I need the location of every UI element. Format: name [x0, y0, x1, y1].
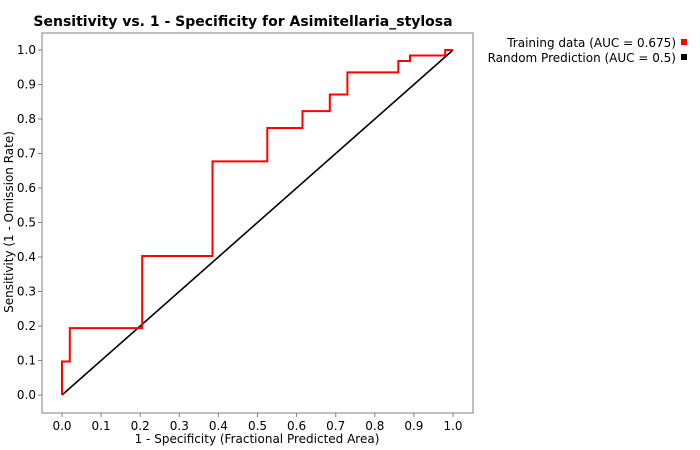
x-tick-label: 0.0: [52, 419, 71, 433]
legend-label: Training data (AUC = 0.675): [506, 36, 676, 50]
series-layer: [61, 49, 454, 396]
y-tick-label: 0.5: [17, 216, 36, 230]
x-tick-label: 0.3: [170, 419, 189, 433]
x-tick-label: 0.7: [326, 419, 345, 433]
x-axis-ticks: 0.0 0.1 0.2 0.3 0.4 0.5 0.6 0.7 0.8 0.9 1.0: [52, 413, 463, 433]
x-tick-label: 0.9: [404, 419, 423, 433]
x-tick-label: 0.4: [209, 419, 228, 433]
chart-title: Sensitivity vs. 1 - Specificity for Asim…: [33, 14, 452, 30]
y-tick-label: 0.7: [17, 147, 36, 161]
legend-label: Random Prediction (AUC = 0.5): [488, 51, 676, 65]
x-tick-label: 1.0: [443, 419, 462, 433]
y-axis-label: Sensitivity (1 - Omission Rate): [2, 131, 16, 313]
x-tick-label: 0.1: [92, 419, 111, 433]
x-axis-label: 1 - Specificity (Fractional Predicted Ar…: [135, 432, 380, 446]
legend-swatch: [681, 39, 687, 45]
y-tick-label: 0.1: [17, 354, 36, 368]
x-tick-label: 0.2: [131, 419, 150, 433]
y-tick-label: 0.9: [17, 78, 36, 92]
training-data-line: [61, 49, 453, 395]
random-prediction-line: [61, 49, 454, 396]
y-tick-label: 0.0: [17, 388, 36, 402]
y-tick-label: 0.4: [17, 250, 36, 264]
y-tick-label: 0.6: [17, 181, 36, 195]
y-tick-label: 0.2: [17, 319, 36, 333]
y-tick-label: 0.8: [17, 112, 36, 126]
x-tick-label: 0.8: [365, 419, 384, 433]
y-tick-label: 0.3: [17, 285, 36, 299]
x-tick-label: 0.6: [287, 419, 306, 433]
legend-swatch: [681, 54, 687, 60]
legend: Training data (AUC = 0.675)Random Predic…: [488, 36, 687, 65]
x-tick-label: 0.5: [248, 419, 267, 433]
y-axis-ticks: 0.0 0.1 0.2 0.3 0.4 0.5 0.6 0.7 0.8 0.9 1.0: [17, 43, 42, 402]
y-tick-label: 1.0: [17, 43, 36, 57]
